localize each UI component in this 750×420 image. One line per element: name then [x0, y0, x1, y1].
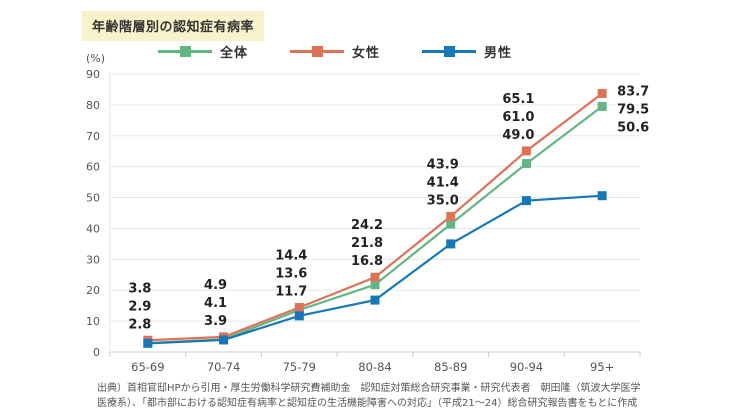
x-axis-labels: 65-69 70-74 75-79 80-84 85-89 90-94 95+ [131, 360, 614, 374]
svg-text:11.7: 11.7 [275, 285, 307, 300]
series-男性 [143, 191, 607, 348]
svg-text:14.4: 14.4 [275, 249, 307, 264]
svg-text:60: 60 [86, 161, 100, 174]
svg-text:13.6: 13.6 [275, 267, 307, 282]
svg-text:30: 30 [86, 253, 100, 266]
svg-text:50.6: 50.6 [617, 120, 649, 135]
svg-text:41.4: 41.4 [427, 175, 459, 190]
svg-text:20: 20 [86, 284, 100, 297]
legend-line-marker-icon [290, 46, 345, 57]
svg-text:65-69: 65-69 [131, 360, 164, 374]
svg-text:85-89: 85-89 [434, 360, 467, 374]
svg-text:75-79: 75-79 [283, 360, 316, 374]
chart-legend: 全体 女性 男性 [158, 42, 512, 61]
svg-text:65.1: 65.1 [502, 92, 534, 107]
svg-text:21.8: 21.8 [351, 236, 383, 251]
legend-item-female: 女性 [290, 42, 380, 61]
svg-text:24.2: 24.2 [351, 218, 383, 233]
svg-text:70-74: 70-74 [207, 360, 240, 374]
svg-text:2.9: 2.9 [128, 299, 151, 314]
data-labels: 3.8 2.9 2.8 4.9 4.1 3.9 14.4 13.6 11.7 24.2 21.8 16… [128, 84, 649, 332]
svg-text:10: 10 [86, 315, 100, 328]
svg-text:83.7: 83.7 [617, 84, 649, 99]
svg-text:4.9: 4.9 [204, 278, 227, 293]
legend-line-marker-icon [422, 46, 477, 57]
svg-text:43.9: 43.9 [427, 157, 459, 172]
svg-text:50: 50 [86, 192, 100, 205]
y-axis-unit-label: (%) [86, 52, 105, 65]
svg-text:95+: 95+ [590, 360, 614, 374]
svg-text:70: 70 [86, 130, 100, 143]
legend-line-marker-icon [158, 46, 212, 57]
svg-text:4.1: 4.1 [204, 296, 227, 311]
svg-text:79.5: 79.5 [617, 102, 649, 117]
legend-label-female: 女性 [352, 46, 381, 61]
svg-text:80-84: 80-84 [358, 360, 391, 374]
svg-text:49.0: 49.0 [502, 128, 534, 143]
svg-text:61.0: 61.0 [502, 110, 534, 125]
svg-text:35.0: 35.0 [427, 193, 459, 208]
svg-text:16.8: 16.8 [351, 254, 383, 269]
svg-text:90-94: 90-94 [510, 360, 543, 374]
y-axis-labels: 0 10 20 30 40 50 60 70 80 90 [86, 68, 100, 359]
svg-text:0: 0 [93, 346, 100, 359]
svg-text:2.8: 2.8 [128, 317, 151, 332]
svg-text:40: 40 [86, 222, 100, 235]
legend-item-male: 男性 [422, 42, 512, 61]
svg-text:80: 80 [86, 99, 100, 112]
legend-label-overall: 全体 [220, 46, 249, 61]
legend-item-overall: 全体 [158, 42, 248, 61]
svg-text:3.8: 3.8 [128, 281, 151, 296]
gridlines [109, 73, 641, 357]
legend-label-male: 男性 [484, 46, 513, 61]
svg-text:90: 90 [86, 68, 100, 81]
svg-text:3.9: 3.9 [204, 314, 227, 329]
source-note: 出典）首相官邸HPから引用・厚生労働科学研究費補助金 認知症対策総合研究事業・研… [97, 383, 641, 409]
chart-title: 年齢階層別の認知症有病率 [82, 11, 265, 41]
